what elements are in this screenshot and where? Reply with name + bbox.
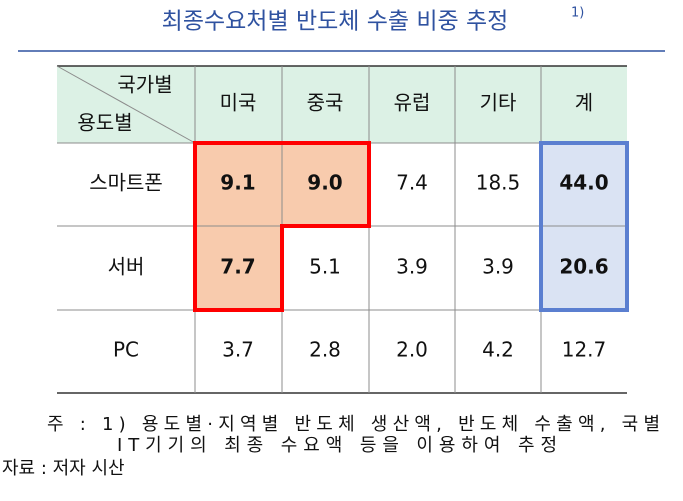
- row-header: 서버: [108, 255, 145, 279]
- cell: 9.0: [307, 171, 342, 195]
- cell: 12.7: [562, 338, 607, 362]
- cell: 5.1: [309, 255, 341, 279]
- corner-bottom: 용도별: [77, 111, 132, 135]
- cell: 3.7: [222, 338, 254, 362]
- column-header: 유럽: [394, 91, 431, 115]
- column-header: 계: [575, 91, 593, 115]
- title-note: 1): [571, 6, 584, 21]
- row-header: PC: [113, 338, 139, 362]
- column-header: 미국: [220, 91, 257, 115]
- cell: 44.0: [559, 171, 608, 195]
- cell: 9.1: [220, 171, 255, 195]
- table-grid: [56, 65, 627, 394]
- total-border: [539, 141, 629, 312]
- cell: 3.9: [396, 255, 428, 279]
- row-header: 스마트폰: [89, 171, 163, 195]
- cell: 2.0: [396, 338, 428, 362]
- corner-top: 국가별: [117, 73, 172, 97]
- cell: 3.9: [482, 255, 514, 279]
- cell: 20.6: [559, 255, 608, 279]
- column-header: 중국: [307, 91, 344, 115]
- cell: 4.2: [482, 338, 514, 362]
- title: 최종수요처별 반도체 수출 비중 추정: [162, 9, 509, 35]
- column-header: 기타: [480, 91, 517, 115]
- highlight-border: [193, 141, 371, 312]
- highlight-fill: [195, 226, 282, 310]
- note: IT기기의 최종 수요액 등을 이용하여 추정: [117, 435, 557, 456]
- cell: 7.4: [396, 171, 428, 195]
- note: 주 : 1) 용도별·지역별 반도체 생산액, 반도체 수출액, 국별: [47, 414, 660, 435]
- source: 자료 : 저자 시산: [2, 458, 125, 479]
- cell: 7.7: [220, 255, 255, 279]
- cell: 2.8: [309, 338, 341, 362]
- cell: 18.5: [476, 171, 521, 195]
- header-fill: [57, 66, 627, 143]
